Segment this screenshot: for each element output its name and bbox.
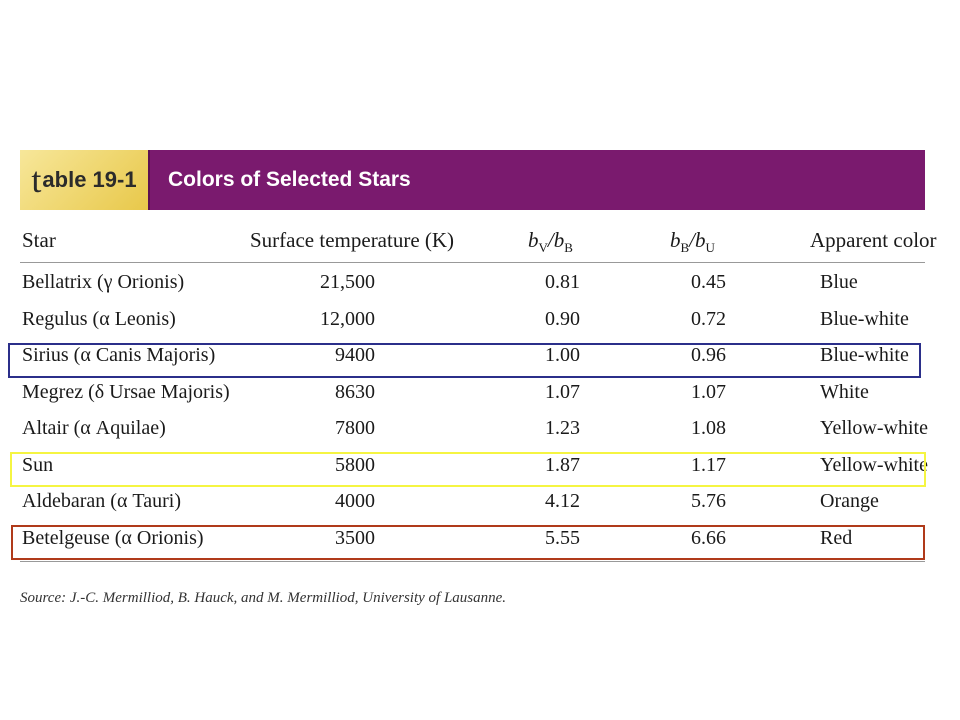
cell-bv-bb: 5.55 xyxy=(545,526,580,549)
cell-bv-bb: 1.07 xyxy=(545,380,580,403)
cell-bv-bb: 4.12 xyxy=(545,490,580,512)
cell-star: Regulus (α Leonis) xyxy=(22,307,176,330)
cell-temperature: 4000 xyxy=(335,490,375,512)
cell-bb-bu: 0.96 xyxy=(691,344,726,366)
cell-star: Sun xyxy=(22,453,54,476)
header-temperature: Surface temperature (K) xyxy=(250,228,455,252)
table-row: Bellatrix (γ Orionis) 21,500 0.81 0.45 B… xyxy=(20,263,925,300)
cell-apparent-color: Yellow-white xyxy=(820,417,928,439)
cell-temperature: 8630 xyxy=(335,380,375,403)
header-apparent-color: Apparent color xyxy=(810,228,937,252)
header-bv-bb: bV/bB xyxy=(528,228,573,256)
cell-temperature: 3500 xyxy=(335,526,375,549)
cell-apparent-color: Orange xyxy=(820,490,879,512)
cell-star: Sirius (α Canis Majoris) xyxy=(22,344,216,366)
cell-apparent-color: White xyxy=(820,380,869,403)
table-source-note: Source: J.-C. Mermilliod, B. Hauck, and … xyxy=(20,590,507,606)
table-row: Altair (α Aquilae) 7800 1.23 1.08 Yellow… xyxy=(20,409,928,446)
cell-temperature: 12,000 xyxy=(320,307,375,330)
cell-bb-bu: 1.07 xyxy=(691,380,726,403)
header-bb-bu-b1: b xyxy=(670,228,681,252)
cell-apparent-color: Yellow-white xyxy=(820,453,928,476)
table-row: Megrez (δ Ursae Majoris) 8630 1.07 1.07 … xyxy=(20,373,925,410)
table-row: Betelgeuse (α Orionis) 3500 5.55 6.66 Re… xyxy=(20,519,925,556)
cell-star: Bellatrix (γ Orionis) xyxy=(22,271,185,293)
cell-bv-bb: 1.87 xyxy=(545,453,580,476)
header-bv-bb-b1: b xyxy=(528,228,539,252)
cell-temperature: 21,500 xyxy=(320,271,375,293)
cell-bb-bu: 6.66 xyxy=(691,526,726,549)
header-bv-bb-sub1: V xyxy=(538,240,548,255)
table-header-row: Star Surface temperature (K) bV/bB bB/bU… xyxy=(20,210,937,263)
header-bb-bu-sub2: U xyxy=(705,240,715,255)
stars-table: t able 19-1 Colors of Selected Stars Star… xyxy=(20,150,937,562)
header-bb-bu-mid: /b xyxy=(689,228,706,252)
header-star: Star xyxy=(22,228,56,252)
cell-temperature: 7800 xyxy=(335,417,375,439)
cell-bv-bb: 1.23 xyxy=(545,417,580,439)
header-bb-bu: bB/bU xyxy=(670,228,715,256)
table-body: Bellatrix (γ Orionis) 21,500 0.81 0.45 B… xyxy=(20,263,928,556)
table-title-bar: t able 19-1 Colors of Selected Stars xyxy=(20,150,925,210)
cell-temperature: 5800 xyxy=(335,453,375,476)
cell-star: Betelgeuse (α Orionis) xyxy=(22,526,204,549)
table-number-initial: t xyxy=(31,160,42,200)
header-bb-bu-sub1: B xyxy=(680,240,690,255)
table-number-label: able 19-1 xyxy=(42,167,137,192)
header-bv-bb-mid: /b xyxy=(547,228,565,252)
table-row: Sun 5800 1.87 1.17 Yellow-white xyxy=(20,446,928,483)
cell-bb-bu: 1.08 xyxy=(691,417,726,439)
cell-bb-bu: 0.45 xyxy=(691,271,726,293)
cell-bb-bu: 0.72 xyxy=(691,307,726,330)
cell-bv-bb: 0.81 xyxy=(545,271,580,293)
table-row: Sirius (α Canis Majoris) 9400 1.00 0.96 … xyxy=(20,336,925,373)
cell-bv-bb: 1.00 xyxy=(545,344,580,366)
cell-apparent-color: Blue-white xyxy=(820,344,909,366)
cell-apparent-color: Blue xyxy=(820,271,858,293)
table-row: Aldebaran (α Tauri) 4000 4.12 5.76 Orang… xyxy=(20,482,925,519)
header-bv-bb-sub2: B xyxy=(564,240,573,255)
cell-apparent-color: Blue-white xyxy=(820,307,909,330)
cell-bb-bu: 5.76 xyxy=(691,490,726,512)
table-number-tab: t able 19-1 xyxy=(20,150,150,210)
cell-bv-bb: 0.90 xyxy=(545,307,580,330)
cell-apparent-color: Red xyxy=(820,526,853,549)
cell-temperature: 9400 xyxy=(335,344,375,366)
table-row: Regulus (α Leonis) 12,000 0.90 0.72 Blue… xyxy=(20,300,925,337)
table-title: Colors of Selected Stars xyxy=(168,168,411,191)
table-bottom-rule xyxy=(20,561,925,562)
cell-star: Altair (α Aquilae) xyxy=(22,417,166,439)
cell-star: Megrez (δ Ursae Majoris) xyxy=(22,380,230,403)
cell-bb-bu: 1.17 xyxy=(691,453,726,476)
cell-star: Aldebaran (α Tauri) xyxy=(22,490,182,512)
